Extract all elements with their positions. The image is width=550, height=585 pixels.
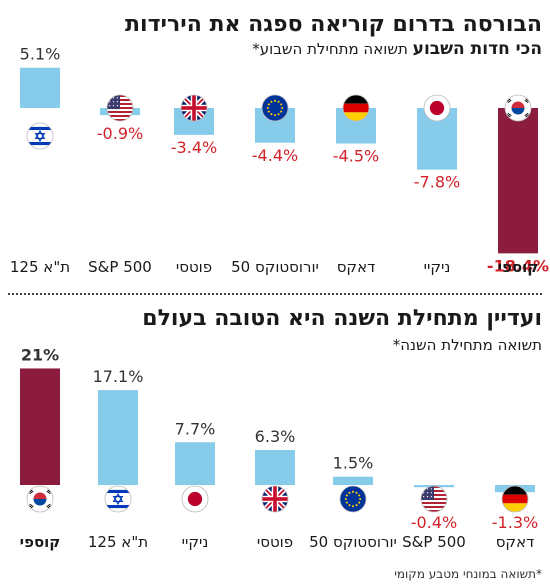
eu-flag-icon bbox=[261, 94, 289, 122]
value-label: 6.3% bbox=[255, 427, 296, 446]
category-label: דאקס bbox=[496, 533, 535, 551]
japan-flag-icon bbox=[181, 485, 209, 513]
value-label: 5.1% bbox=[20, 45, 61, 64]
germany-flag-icon bbox=[342, 94, 370, 122]
uk-flag-icon bbox=[180, 94, 208, 122]
value-label: -0.4% bbox=[411, 513, 457, 532]
bar bbox=[20, 67, 60, 108]
uk-flag-icon bbox=[261, 485, 289, 513]
value-label: -7.8% bbox=[414, 173, 460, 192]
category-label: ת"א 125 bbox=[88, 533, 148, 551]
category-label: דאקס bbox=[337, 258, 376, 276]
bar bbox=[20, 368, 60, 485]
weekly-returns-chart: -18.4%קוספי -7.8% ניקיי -4.5% דאקס -4.4% יורוס… bbox=[10, 45, 549, 276]
category-label: פוטסי bbox=[257, 533, 293, 551]
category-label: ת"א 125 bbox=[10, 258, 70, 276]
japan-flag-icon bbox=[423, 94, 451, 122]
section-divider bbox=[8, 293, 542, 295]
category-label: קוספי bbox=[498, 258, 539, 276]
footnote: *תשואה במונחי מטבע מקומי bbox=[394, 567, 542, 581]
bar bbox=[175, 442, 215, 485]
category-label: יורוסטוקס 50 bbox=[309, 533, 397, 551]
germany-flag-icon bbox=[501, 485, 529, 513]
bottom-chart-subtitle: תשואה מתחילת השנה* bbox=[392, 336, 542, 354]
value-label: 7.7% bbox=[175, 419, 216, 438]
eu-flag-icon bbox=[339, 485, 367, 513]
bottom-chart-title: ועדיין מתחילת השנה היא הטובה בעולם bbox=[142, 306, 542, 331]
category-label: S&P 500 bbox=[88, 258, 152, 276]
value-label: -4.4% bbox=[252, 146, 298, 165]
bar bbox=[255, 450, 295, 485]
top-chart-title-line1: הבורסה בדרום קוריאה ספגה את הירידות bbox=[124, 12, 542, 37]
value-label: 1.5% bbox=[333, 454, 374, 473]
usa-flag-icon bbox=[106, 94, 134, 122]
bar bbox=[498, 108, 538, 254]
category-label: יורוסטוקס 50 bbox=[231, 258, 319, 276]
value-label: -1.3% bbox=[492, 513, 538, 532]
south-korea-flag-icon bbox=[504, 94, 532, 122]
top-chart-title-line2: הכי חדות השבוע bbox=[412, 39, 542, 59]
usa-flag-icon bbox=[420, 485, 448, 513]
category-label: קוספי bbox=[20, 533, 61, 551]
category-label: ניקיי bbox=[424, 258, 451, 276]
value-label: -0.9% bbox=[97, 124, 143, 143]
israel-flag-icon bbox=[104, 485, 132, 513]
south-korea-flag-icon bbox=[26, 485, 54, 513]
value-label: -4.5% bbox=[333, 147, 379, 166]
bar bbox=[333, 476, 373, 485]
top-chart-subtitle: הכי חדות השבוע תשואה מתחילת השבוע* bbox=[252, 40, 542, 58]
category-label: פוטסי bbox=[176, 258, 212, 276]
category-label: S&P 500 bbox=[402, 533, 466, 551]
category-label: ניקיי bbox=[182, 533, 209, 551]
top-chart-subtitle-text: תשואה מתחילת השבוע* bbox=[252, 40, 408, 58]
value-label: -3.4% bbox=[171, 138, 217, 157]
value-label: 17.1% bbox=[93, 367, 144, 386]
value-label: 21% bbox=[21, 345, 59, 364]
ytd-returns-chart: 21% קוספי 17.1% ת"א 125 7.7% ניקיי 6.3% פוטסי 1.… bbox=[20, 345, 539, 551]
israel-flag-icon bbox=[26, 122, 54, 150]
value-label: -18.4% bbox=[487, 256, 549, 275]
bar bbox=[98, 390, 138, 485]
